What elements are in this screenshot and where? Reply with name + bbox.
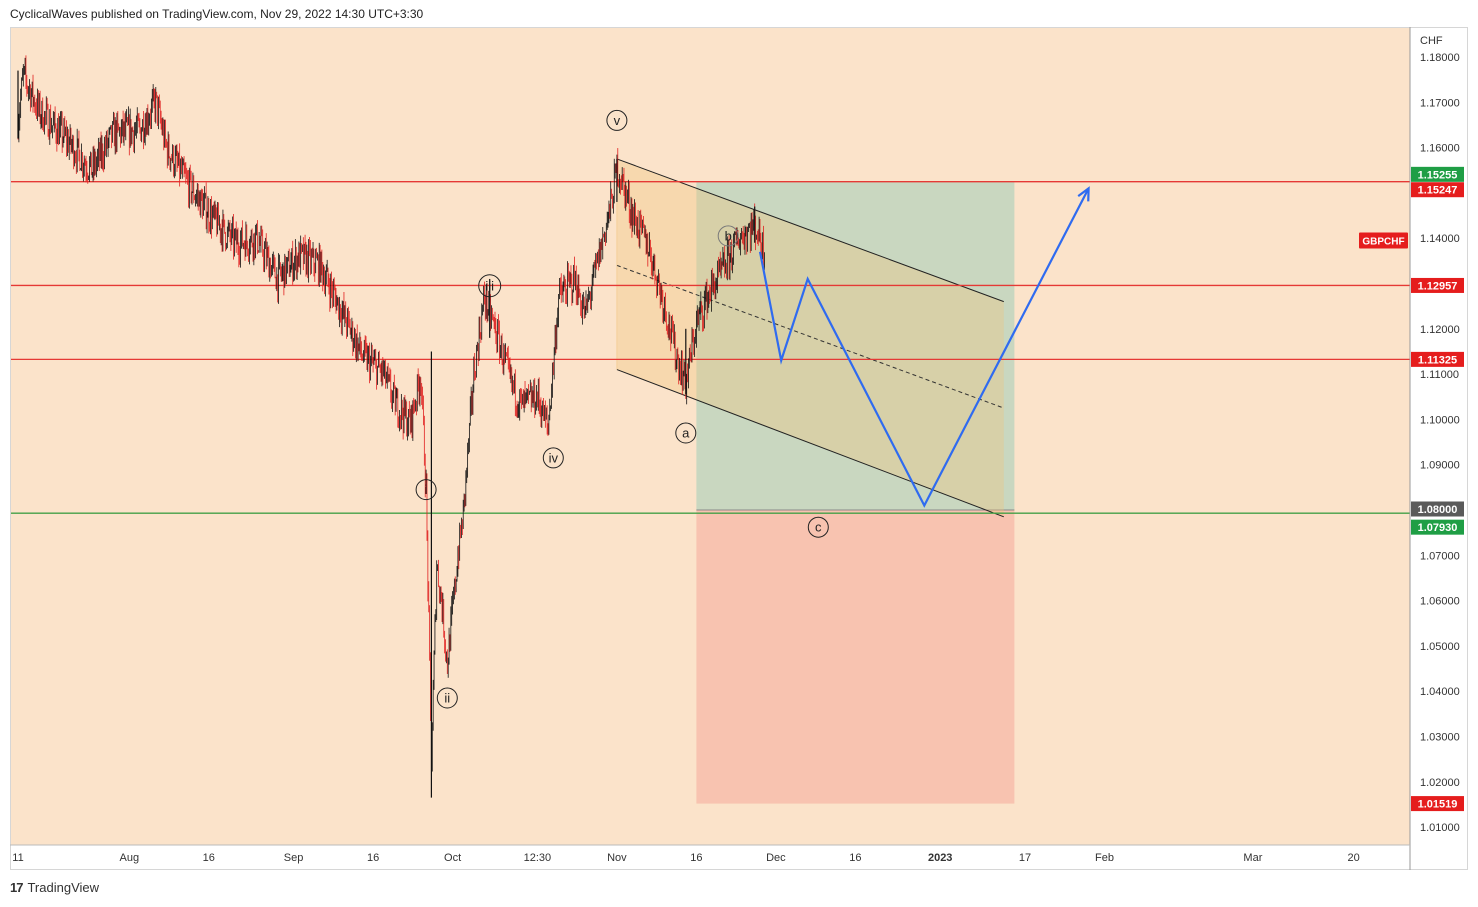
price-tag: 1.12957 — [1418, 280, 1458, 292]
price-tag: 1.07930 — [1418, 522, 1458, 534]
wave-label-circle-c — [807, 516, 829, 538]
x-tick-label: Dec — [766, 852, 786, 864]
wave-label-iii: iii — [485, 278, 494, 293]
x-tick-label: 16 — [367, 852, 379, 864]
x-tick-label: 16 — [203, 852, 215, 864]
y-tick-label: 1.09000 — [1420, 460, 1460, 472]
wave-label-a: a — [682, 425, 690, 440]
x-tick-label: Oct — [444, 852, 461, 864]
wave-label-circle-iii — [478, 274, 502, 298]
channel-fill — [616, 158, 1004, 517]
x-tick-label: 17 — [1019, 852, 1031, 864]
wave-label-circle-a — [675, 422, 697, 444]
price-tag: 1.11325 — [1418, 354, 1457, 366]
y-tick-label: 1.12000 — [1420, 324, 1460, 336]
price-tag-bg — [1411, 796, 1464, 812]
price-chart[interactable]: iiiiiiivvabcCHF1.180001.170001.160001.15… — [0, 0, 1478, 870]
y-tick-label: 1.18000 — [1420, 52, 1460, 64]
wave-label-ii: ii — [444, 690, 450, 705]
x-tick-label: Sep — [284, 852, 304, 864]
price-tag-bg — [1411, 277, 1464, 293]
tradingview-logo-icon: 17 — [10, 880, 24, 895]
price-tag-bg — [1411, 182, 1464, 198]
x-tick-label: 20 — [1347, 852, 1359, 864]
price-tag: 1.15247 — [1418, 185, 1458, 197]
price-tag: 1.15255 — [1418, 169, 1458, 181]
x-tick-label: Mar — [1243, 852, 1262, 864]
y-tick-label: 1.16000 — [1420, 143, 1460, 155]
x-tick-label: 12:30 — [524, 852, 552, 864]
x-tick-label: 2023 — [928, 852, 952, 864]
y-tick-label: 1.17000 — [1420, 97, 1460, 109]
y-tick-label: 1.07000 — [1420, 550, 1460, 562]
wave-label-i: i — [425, 482, 428, 497]
projection-arrowhead-icon — [1077, 186, 1090, 202]
price-tag-bg — [1411, 166, 1464, 182]
x-tick-label: Aug — [120, 852, 140, 864]
y-tick-label: 1.06000 — [1420, 596, 1460, 608]
wave-label-v: v — [614, 113, 621, 128]
footer: 17 TradingView — [10, 880, 99, 895]
x-tick-label: 16 — [849, 852, 861, 864]
x-tick-label: Nov — [607, 852, 627, 864]
target-zone — [696, 181, 1015, 510]
y-tick-label: 1.05000 — [1420, 641, 1460, 653]
y-tick-label: 1.11000 — [1420, 369, 1459, 381]
x-tick-label: Feb — [1095, 852, 1114, 864]
y-tick-label: 1.14000 — [1420, 233, 1460, 245]
currency-label: CHF — [1420, 35, 1443, 47]
channel-mid-line — [616, 264, 1004, 409]
wave-label-iv: iv — [549, 450, 559, 465]
wave-label-circle-b — [717, 225, 739, 247]
channel-upper-line — [616, 158, 1004, 303]
wave-label-c: c — [815, 520, 822, 535]
x-tick-label: 11 — [12, 852, 23, 864]
symbol-tag-bg — [1359, 232, 1408, 249]
price-tag-bg — [1411, 351, 1464, 367]
chart-frame — [10, 27, 1468, 870]
stop-zone — [696, 510, 1015, 804]
projection-path — [758, 187, 1090, 508]
y-tick-label: 1.01000 — [1420, 822, 1460, 834]
publish-info: CyclicalWaves published on TradingView.c… — [10, 7, 424, 21]
y-tick-label: 1.02000 — [1420, 777, 1460, 789]
price-tag-bg — [1411, 501, 1464, 517]
y-tick-label: 1.10000 — [1420, 414, 1460, 426]
price-tag-bg — [1411, 519, 1464, 535]
price-tag: 1.01519 — [1418, 799, 1458, 811]
channel-lower-line — [616, 369, 1004, 518]
y-tick-label: 1.03000 — [1420, 732, 1460, 744]
x-tick-label: 16 — [690, 852, 702, 864]
candles — [17, 55, 765, 772]
tradingview-brand[interactable]: TradingView — [27, 880, 100, 895]
symbol-tag: GBPCHF — [1362, 236, 1404, 247]
wave-label-circle-ii — [436, 687, 458, 709]
wave-label-circle-v — [606, 109, 628, 131]
price-tag: 1.08000 — [1418, 504, 1458, 516]
wave-label-b: b — [725, 228, 732, 243]
y-tick-label: 1.04000 — [1420, 686, 1460, 698]
wave-label-circle-i — [415, 479, 437, 501]
wave-label-circle-iv — [542, 447, 564, 469]
